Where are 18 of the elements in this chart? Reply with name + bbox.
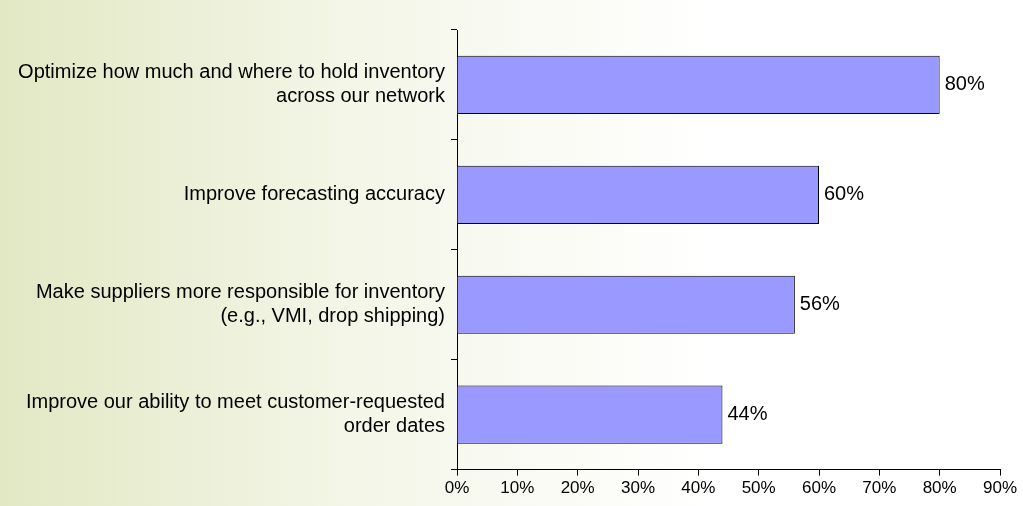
x-tick-label: 30% bbox=[620, 478, 656, 498]
x-tick-label: 0% bbox=[444, 478, 470, 498]
data-label: 44% bbox=[727, 402, 768, 425]
data-label: 80% bbox=[944, 72, 985, 95]
x-tick-label: 40% bbox=[681, 478, 716, 498]
x-tick-label: 60% bbox=[801, 478, 837, 498]
x-tick-label: 90% bbox=[982, 478, 1018, 498]
x-tick-label: 50% bbox=[741, 478, 776, 498]
data-label: 56% bbox=[799, 292, 841, 315]
y-tick-label: Improve forecasting accuracy bbox=[183, 182, 445, 205]
y-tick-label: Improve our ability to meet customer-requested order dates bbox=[25, 390, 445, 437]
x-tick-label: 10% bbox=[500, 478, 535, 498]
x-tick-label: 20% bbox=[560, 478, 595, 498]
x-tick-label: 70% bbox=[862, 478, 897, 498]
y-tick-label: Make suppliers more responsible for inventory (e.g., VMI, drop shipping) bbox=[35, 280, 445, 327]
data-label: 60% bbox=[824, 182, 865, 205]
y-tick-label: Optimize how much and where to hold inventory across our network bbox=[18, 60, 446, 107]
x-tick-label: 80% bbox=[922, 478, 957, 498]
